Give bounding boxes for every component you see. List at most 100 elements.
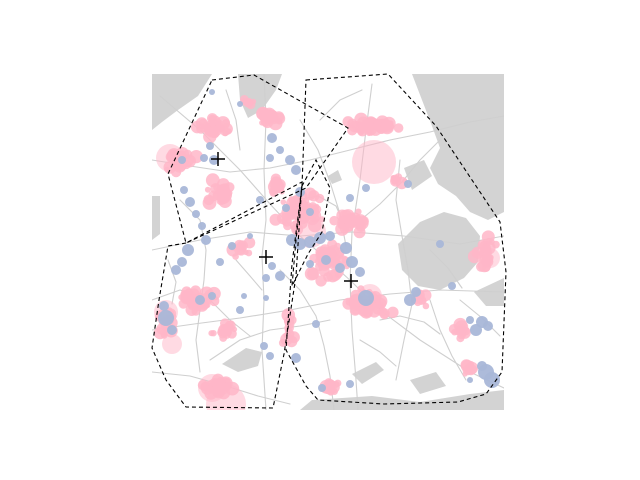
pink-point (323, 381, 337, 395)
blue-point (318, 384, 326, 392)
pink-point (422, 302, 430, 310)
blue-point (198, 222, 206, 230)
map-area (152, 74, 504, 410)
blue-point (358, 290, 374, 306)
blue-point (466, 316, 474, 324)
blue-point (195, 295, 205, 305)
blue-point (247, 233, 253, 239)
blue-point (294, 238, 306, 250)
pink-point (355, 219, 365, 230)
pink-point (191, 307, 201, 316)
blue-point (177, 257, 187, 267)
pink-point (342, 297, 355, 310)
pink-point (197, 379, 209, 391)
pink-point (482, 243, 491, 252)
blue-point (228, 242, 236, 250)
pink-point (259, 110, 270, 121)
blue-point (201, 235, 211, 245)
pink-point (160, 329, 168, 338)
water-canal-south-right (410, 372, 446, 394)
blue-point (167, 325, 177, 335)
pink-point (227, 325, 233, 331)
pink-point (456, 334, 465, 343)
pink-point (202, 196, 217, 210)
hull-west (151, 181, 303, 409)
blue-point (404, 180, 412, 188)
pink-point (374, 301, 382, 309)
blue-point (314, 232, 326, 244)
blue-point (237, 101, 243, 107)
pink-point (222, 189, 231, 198)
pink-point (209, 127, 218, 136)
blue-point (340, 242, 352, 254)
cluster-centroids (211, 152, 358, 288)
blue-point (312, 320, 320, 328)
blue-point (321, 255, 331, 265)
pink-point (180, 289, 190, 300)
blue-point (346, 380, 354, 388)
blue-point (404, 294, 416, 306)
blue-point (411, 287, 421, 297)
blue-point (209, 89, 215, 95)
pink-point (211, 384, 225, 397)
blue-point (275, 271, 285, 281)
water-canal-south-center (352, 362, 384, 384)
blue-point (260, 342, 268, 350)
blue-point (256, 196, 264, 204)
pink-point (457, 323, 466, 332)
blue-point (467, 377, 473, 383)
pink-point (225, 381, 240, 396)
centroid-marker-north-west (211, 152, 225, 166)
pink-point (164, 166, 170, 172)
pink-point (460, 359, 473, 371)
blue-point (325, 231, 335, 241)
pink-point (481, 230, 495, 244)
blue-point (470, 324, 482, 336)
pink-point (315, 261, 325, 272)
blue-point (291, 353, 301, 363)
pink-point (210, 330, 217, 337)
hull-center (285, 73, 507, 405)
hull-east (291, 158, 331, 287)
pink-point (232, 253, 239, 260)
pink-point (393, 123, 404, 133)
blue-point (262, 274, 270, 282)
water-top-right (412, 74, 504, 220)
blue-point (200, 154, 208, 162)
blue-point (346, 194, 354, 202)
blue-point (483, 321, 493, 331)
pink-point (478, 251, 484, 257)
pink-point (384, 124, 391, 131)
blue-point (346, 256, 358, 268)
blue-point (206, 142, 214, 150)
pink-point (217, 197, 223, 203)
blue-point (182, 244, 194, 256)
pink-point (204, 186, 211, 193)
pink-point (326, 269, 340, 283)
pink-point (347, 118, 357, 129)
pink-point (207, 380, 214, 386)
blue-point (171, 265, 181, 275)
pink-point (394, 173, 403, 181)
blue-point (241, 293, 247, 299)
blue-point (335, 263, 345, 273)
blue-point (355, 267, 365, 277)
pink-point (283, 221, 292, 231)
pink-point (334, 379, 342, 387)
blue-point-group (158, 89, 500, 392)
pink-point (278, 188, 285, 195)
blue-point (263, 295, 269, 301)
centroid-marker-center (344, 274, 358, 288)
hull-north-west (167, 74, 349, 244)
blue-point (208, 292, 216, 300)
water-bay-right (398, 212, 480, 290)
pink-point (216, 184, 224, 192)
blue-point (159, 301, 169, 311)
pink-point (217, 329, 224, 336)
blue-point (185, 197, 195, 207)
water-top-left (152, 74, 212, 130)
pink-point (334, 242, 342, 250)
blue-point (192, 210, 200, 218)
pink-point (417, 298, 424, 304)
